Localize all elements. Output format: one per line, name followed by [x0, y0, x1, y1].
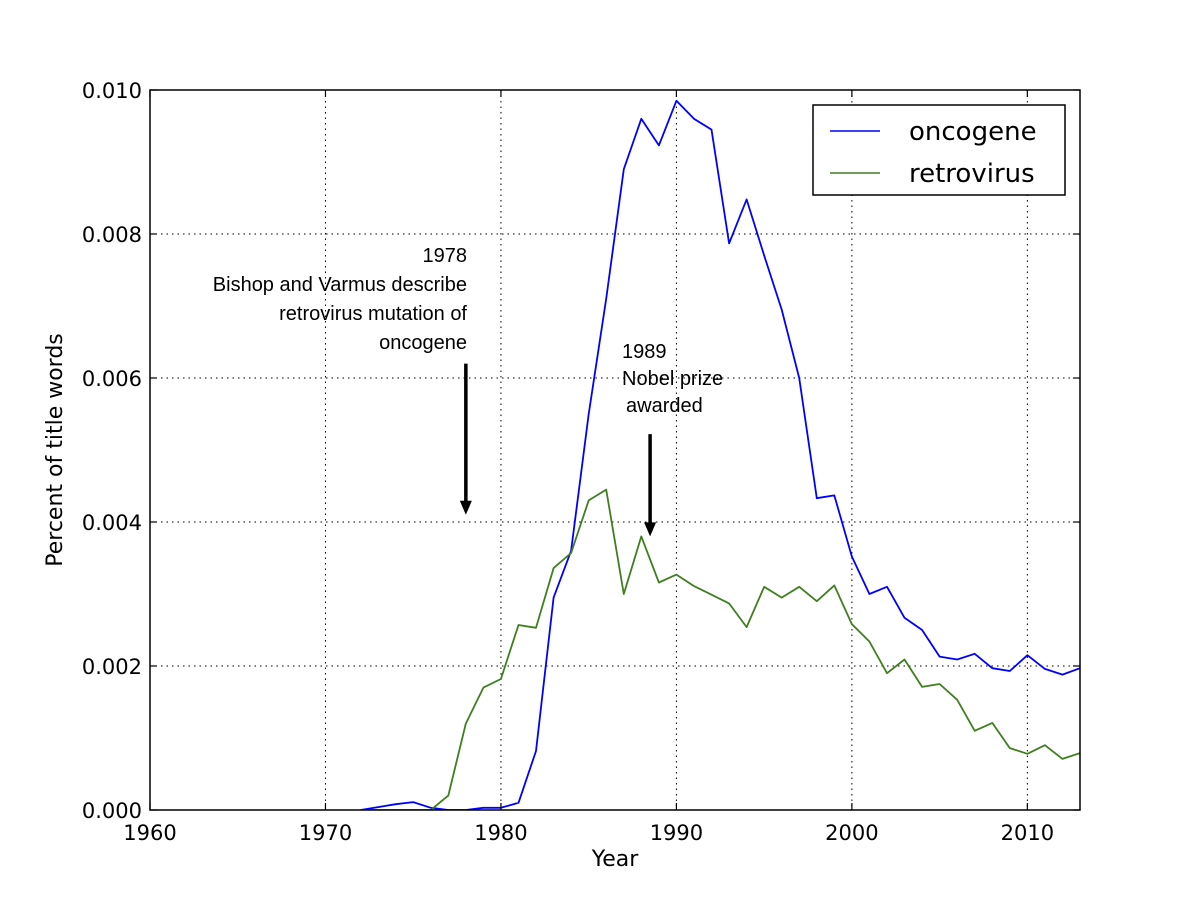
x-tick-label: 1960 — [123, 821, 176, 845]
annotations: 1978 Bishop and Varmus describe retrovirus… — [213, 245, 723, 537]
annotation-text-line: awarded — [626, 395, 703, 417]
annotation-text-line: 1989 — [622, 341, 667, 363]
x-tick-label: 1980 — [474, 821, 527, 845]
y-axis-label: Percent of title words — [43, 333, 68, 567]
annotation-text-line: Nobel prize — [622, 368, 723, 390]
x-tick-label: 2000 — [825, 821, 878, 845]
annotation-text-line: 1978 — [423, 245, 468, 267]
y-tick-label: 0.006 — [82, 367, 142, 391]
legend-label-retrovirus: retrovirus — [909, 159, 1035, 189]
axis-ticks: 1960 1970 1980 1990 2000 2010 0.000 0.002 0.004 0… — [82, 79, 1080, 845]
x-tick-label: 1990 — [650, 821, 703, 845]
annotation-arrow-head — [459, 500, 472, 515]
annotation-text-line: oncogene — [379, 332, 467, 354]
legend-box — [812, 104, 1066, 196]
series-line-oncogene — [360, 99, 1080, 810]
legend: oncogene retrovirus — [812, 104, 1066, 196]
grid-lines — [150, 90, 1080, 810]
legend-label-oncogene: oncogene — [909, 117, 1037, 147]
x-tick-label: 1970 — [299, 821, 352, 845]
annotation-arrow-head — [644, 522, 657, 537]
y-tick-label: 0.002 — [82, 655, 142, 679]
plot-area-frame — [149, 89, 1081, 811]
annotation-text-line: Bishop and Varmus describe — [213, 274, 467, 296]
y-tick-label: 0.008 — [82, 223, 142, 247]
y-tick-label: 0.004 — [82, 511, 142, 535]
y-tick-label: 0.000 — [82, 799, 142, 823]
x-tick-label: 2010 — [1001, 821, 1054, 845]
series-line-retrovirus — [360, 488, 1080, 810]
annotation-text-line: retrovirus mutation of — [279, 303, 467, 325]
series-lines — [360, 99, 1080, 810]
x-axis-label: Year — [591, 847, 640, 872]
y-tick-label: 0.010 — [82, 79, 142, 103]
